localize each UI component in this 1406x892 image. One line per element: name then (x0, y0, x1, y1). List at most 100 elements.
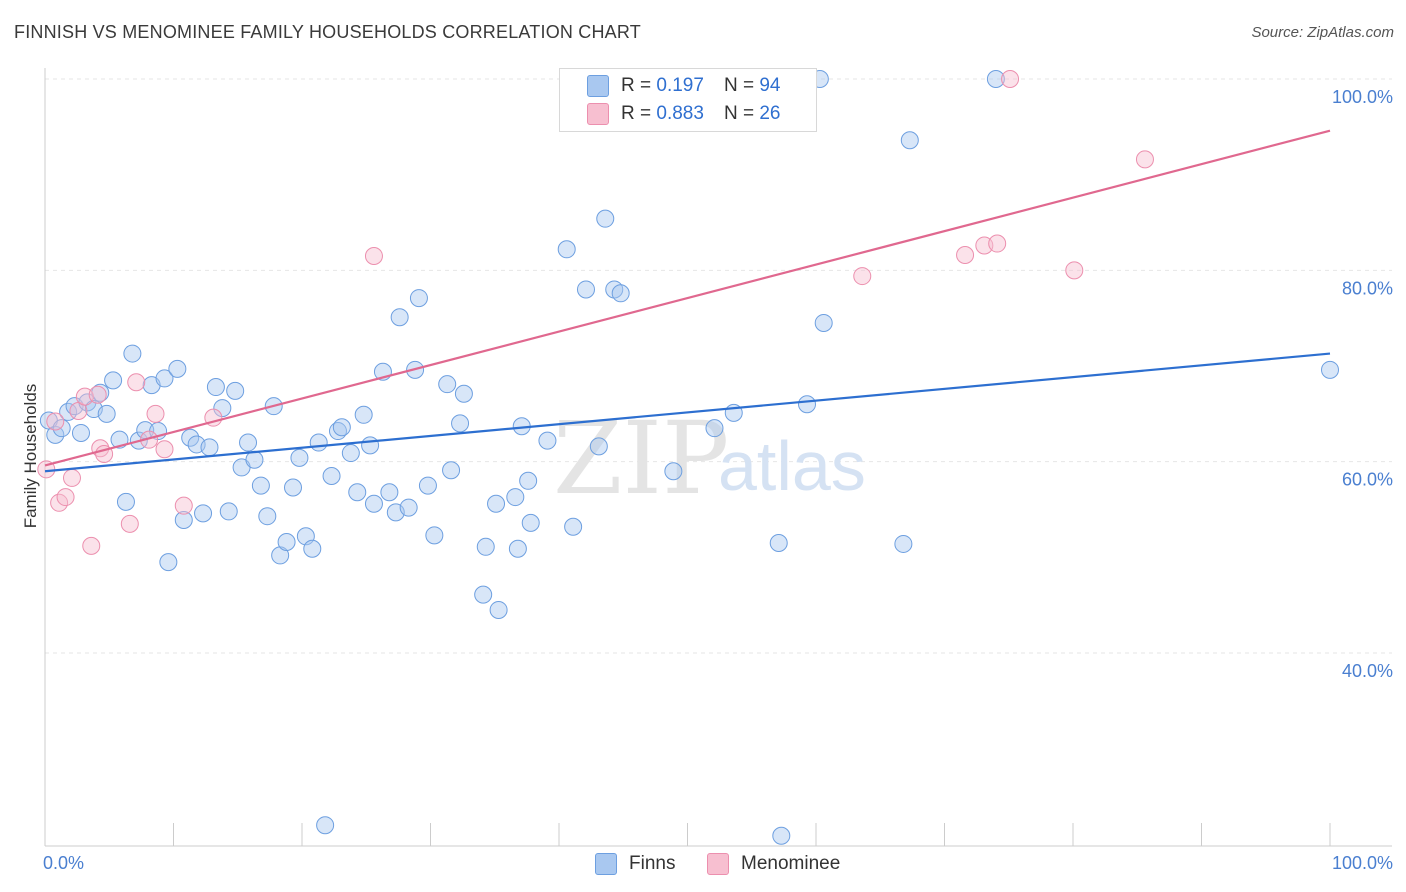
finns-r-value: 0.197 (656, 75, 704, 96)
finns-point (71, 423, 90, 442)
watermark: ZIP atlas (553, 400, 866, 517)
legend: R = 0.197 N = 94 R = 0.883 N = 26 (559, 68, 817, 132)
finns-point (438, 375, 457, 394)
y-axis-label: Family Households (21, 384, 40, 529)
finns-point (508, 539, 527, 558)
menominee-point (853, 267, 872, 286)
menominee-n-value: 26 (759, 103, 781, 124)
finns-point (123, 344, 142, 363)
finns-point (290, 448, 309, 467)
finns-point (814, 313, 833, 332)
watermark-atlas: atlas (718, 427, 866, 505)
bottom-finns-swatch (595, 853, 617, 875)
finns-point (769, 533, 788, 552)
finns-trend-line (44, 352, 1331, 473)
tick-labels: 40.0% 60.0% 80.0% 100.0% 0.0% 100.0% (43, 87, 1393, 873)
finns-point (258, 507, 277, 526)
finns-point (442, 461, 461, 480)
menominee-point (364, 246, 383, 265)
menominee-point (146, 404, 165, 423)
finns-point (425, 526, 444, 545)
finns-point (380, 483, 399, 502)
finns-swatch (587, 75, 609, 97)
menominee-point (120, 514, 139, 533)
menominee-points (37, 70, 1154, 555)
gridlines (45, 78, 1392, 654)
bottom-legend-menominee: Menominee (707, 852, 840, 876)
finns-point (251, 476, 270, 495)
menominee-r-label: R = (621, 103, 652, 124)
y-tick-label: 40.0% (1342, 661, 1393, 681)
finns-point (1321, 360, 1339, 379)
finns-point (168, 359, 187, 378)
finns-point (116, 492, 135, 511)
finns-point (277, 533, 296, 552)
finns-point (454, 384, 473, 403)
x-tick-label-min: 0.0% (43, 853, 84, 873)
finns-point (986, 70, 1005, 88)
menominee-point (956, 246, 975, 265)
menominee-r-value: 0.883 (656, 103, 704, 124)
finns-point (772, 826, 791, 845)
x-tick-label-max: 100.0% (1332, 853, 1393, 873)
menominee-swatch (587, 103, 609, 125)
finns-points (39, 70, 1339, 845)
y-tick-label: 60.0% (1342, 470, 1393, 490)
finns-point (390, 308, 409, 327)
finns-point (97, 404, 116, 423)
finns-point (418, 476, 437, 495)
y-tick-label: 100.0% (1332, 87, 1393, 107)
finns-point (206, 378, 225, 397)
menominee-point (174, 496, 193, 515)
finns-r-label: R = (621, 75, 652, 96)
finns-n-value: 94 (759, 75, 781, 96)
finns-point (245, 450, 264, 469)
finns-point (798, 395, 817, 414)
menominee-point (88, 385, 107, 404)
menominee-point (127, 373, 146, 392)
menominee-point (82, 536, 101, 555)
menominee-n-label: N = (723, 103, 755, 124)
finns-point (474, 585, 493, 604)
finns-point (451, 414, 470, 433)
finns-point (487, 494, 506, 513)
finns-point (894, 534, 913, 553)
finns-point (409, 289, 428, 308)
bottom-menominee-label: Menominee (741, 853, 841, 874)
y-tick-label: 80.0% (1342, 278, 1393, 298)
chart-title: FINNISH VS MENOMINEE FAMILY HOUSEHOLDS C… (14, 22, 641, 42)
finns-point (46, 425, 65, 444)
menominee-point (56, 488, 75, 507)
source-note: Source: ZipAtlas.com (1251, 24, 1394, 41)
menominee-point (1001, 70, 1020, 88)
finns-point (361, 436, 380, 455)
menominee-point (1065, 261, 1084, 280)
finns-point (200, 438, 219, 457)
finns-point (159, 553, 178, 572)
finns-point (194, 504, 213, 523)
finns-point (341, 444, 360, 463)
finns-point (348, 483, 367, 502)
finns-point (489, 600, 508, 619)
finns-point (303, 539, 322, 558)
finns-point (476, 537, 495, 556)
finns-point (399, 498, 418, 517)
finns-point (564, 517, 583, 536)
bottom-legend-finns: Finns (595, 852, 675, 876)
finns-point (332, 418, 351, 437)
menominee-point (46, 412, 65, 431)
menominee-point (1135, 150, 1154, 169)
finns-point (155, 369, 174, 388)
finns-point (576, 280, 595, 299)
axes (44, 68, 1392, 847)
finns-point (316, 816, 335, 835)
finns-point (91, 383, 110, 402)
finns-point (219, 502, 238, 521)
legend-row-finns: R = 0.197 N = 94 (587, 74, 780, 98)
finns-point (309, 433, 328, 452)
finns-point (354, 405, 373, 424)
finns-point (506, 488, 525, 507)
legend-row-menominee: R = 0.883 N = 26 (587, 102, 780, 126)
finns-point (284, 478, 303, 497)
